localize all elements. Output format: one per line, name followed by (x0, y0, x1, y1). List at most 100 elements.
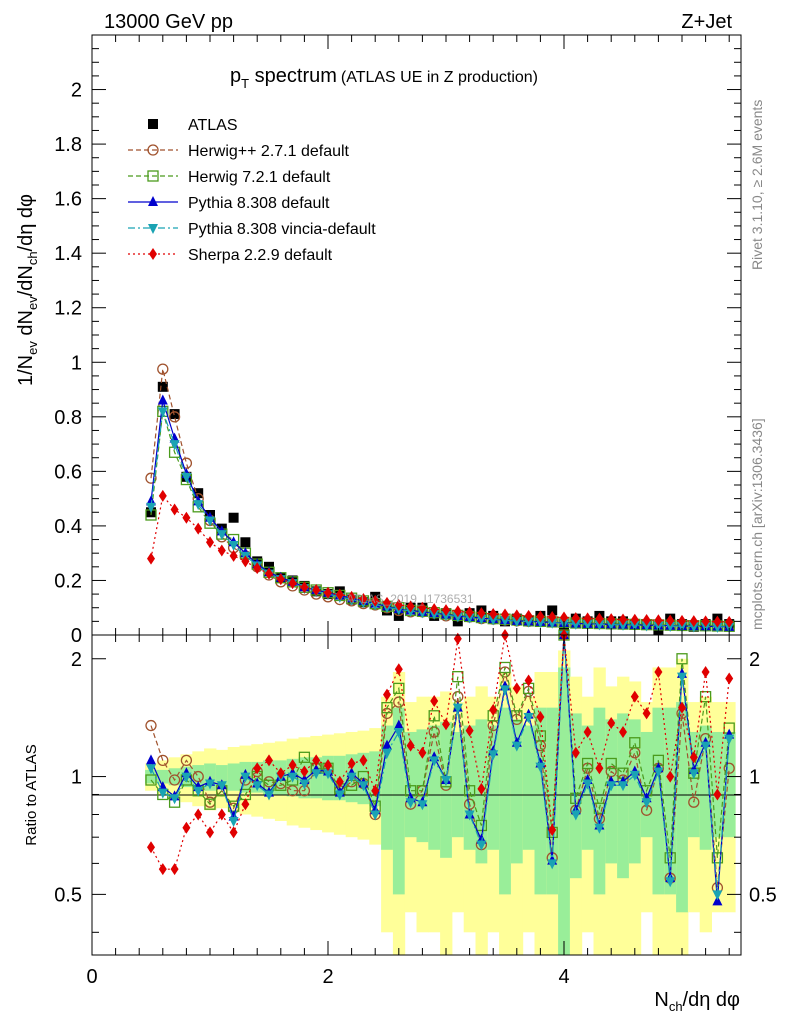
y-tick-label: 2 (71, 80, 82, 102)
band-green (168, 768, 181, 786)
data-point-sherpa (619, 725, 627, 738)
data-point-vincia (370, 810, 381, 821)
data-point-sherpa (430, 603, 439, 616)
data-point-vincia (429, 756, 440, 767)
data-point-herwigpp (168, 774, 181, 786)
data-point-sherpa (583, 725, 592, 738)
data-point-sherpa (265, 567, 273, 580)
data-point-vincia (216, 530, 227, 541)
data-point-herwigpp (723, 762, 735, 774)
data-point-pythia (393, 719, 404, 730)
data-point-sherpa (654, 666, 663, 679)
data-point-herwigpp (393, 696, 405, 708)
data-point-sherpa (335, 775, 344, 788)
data-point-herwig7 (534, 730, 547, 742)
data-point-vincia (594, 823, 605, 834)
data-point-sherpa (276, 573, 285, 586)
legend: ATLAS Herwig++ 2.7.1 default Herwig 7.2.1 … (128, 117, 376, 264)
band-green (499, 707, 512, 895)
data-point-sherpa (524, 674, 533, 687)
y-tick-label: 1.4 (54, 243, 82, 265)
data-point-vincia (157, 407, 168, 418)
y-tick-label: 0 (71, 625, 82, 647)
data-point-vincia (193, 786, 204, 797)
data-point-sherpa (501, 608, 509, 621)
data-point-vincia (665, 622, 676, 632)
data-point-sherpa (689, 615, 698, 628)
data-point-vincia (169, 440, 180, 451)
band-green (652, 707, 665, 895)
data-point-vincia (712, 890, 723, 901)
data-point-sherpa (595, 612, 604, 625)
data-point-herwig7 (381, 702, 393, 714)
legend-item-ATLAS: ATLAS (148, 117, 238, 134)
title-p: p (230, 65, 241, 87)
band-green (227, 763, 240, 791)
data-point-vincia (618, 620, 628, 631)
data-point-sherpa (371, 594, 380, 607)
data-point-sherpa (548, 611, 557, 623)
series-line-herwigpp (150, 368, 730, 627)
y-tick-label-right: 1 (749, 767, 760, 789)
data-point-sherpa (253, 762, 262, 775)
data-point-vincia (570, 810, 581, 821)
data-point-sherpa (253, 562, 262, 575)
data-point-vincia (629, 621, 640, 632)
data-point-sherpa (595, 762, 604, 775)
title-note: (ATLAS UE in Z production) (341, 69, 538, 86)
data-point-sherpa (453, 632, 462, 645)
main-panel: 0 0.2 0.4 0.6 0.8 1 1.2 1.4 1.6 1.8 2 ATLAS_2019_I… (15, 34, 742, 647)
data-point-vincia (547, 859, 558, 870)
data-point-sherpa (300, 581, 309, 594)
data-point-vincia (228, 541, 239, 551)
data-point-sherpa (442, 604, 450, 617)
data-point-vincia (464, 810, 475, 821)
series-sherpa (147, 489, 734, 628)
data-point-vincia (570, 619, 581, 630)
data-point-sherpa (217, 808, 226, 821)
data-point-sherpa (206, 826, 214, 839)
band-green (640, 731, 653, 838)
y-tick-label-right: 0.5 (749, 884, 777, 906)
band-green (510, 719, 524, 864)
legend-marker-vincia (148, 224, 158, 234)
data-point-vincia (618, 781, 628, 792)
data-point-sherpa (713, 615, 722, 628)
legend-marker-sherpa (149, 248, 157, 260)
data-point-vincia (216, 781, 227, 792)
data-point-vincia (193, 500, 204, 511)
data-point-herwigpp (145, 719, 157, 732)
data-point-herwig7 (298, 751, 311, 763)
band-green (699, 725, 712, 850)
data-point-vincia (511, 741, 522, 752)
data-point-vincia (653, 621, 664, 632)
data-point-sherpa (288, 759, 297, 772)
band-green (404, 731, 417, 838)
data-point-sherpa (571, 612, 580, 625)
data-point-sherpa (560, 611, 568, 624)
y-tick-label: 0.4 (54, 516, 82, 538)
data-point-sherpa (394, 599, 403, 611)
data-point-sherpa (630, 690, 639, 703)
data-point-herwig7 (711, 852, 724, 864)
data-point-sherpa (241, 555, 250, 568)
data-point-vincia (523, 617, 534, 628)
data-point-herwig7 (393, 682, 405, 695)
data-point-herwig7 (475, 819, 488, 832)
data-point-sherpa (288, 577, 297, 590)
data-point-vincia (488, 750, 499, 761)
data-point-sherpa (406, 739, 415, 752)
band-green (369, 751, 382, 807)
data-point-ATLAS (547, 605, 558, 616)
data-point-sherpa (630, 613, 639, 626)
data-point-sherpa (276, 767, 285, 780)
data-point-sherpa (147, 552, 155, 565)
y-tick-label: 1.8 (54, 134, 82, 156)
data-point-sherpa (312, 754, 321, 767)
ratio-ylabel: Ratio to ATLAS (23, 744, 40, 845)
legend-marker-ATLAS (148, 119, 158, 129)
data-point-sherpa (477, 607, 486, 620)
data-point-sherpa (170, 503, 179, 516)
data-point-pythia (382, 739, 392, 750)
data-point-sherpa (689, 751, 698, 764)
